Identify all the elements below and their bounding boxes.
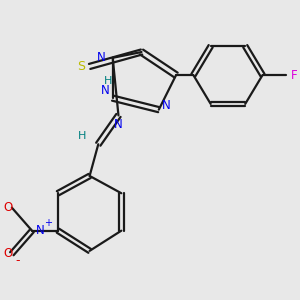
Text: N: N xyxy=(162,99,170,112)
Text: H: H xyxy=(78,130,87,141)
Text: H: H xyxy=(104,76,112,86)
Text: N: N xyxy=(114,118,123,130)
Text: O: O xyxy=(3,201,12,214)
Text: S: S xyxy=(77,60,85,73)
Text: N: N xyxy=(101,84,110,98)
Text: N: N xyxy=(36,224,45,237)
Text: O: O xyxy=(3,247,12,260)
Text: -: - xyxy=(15,254,20,267)
Text: F: F xyxy=(291,69,298,82)
Text: N: N xyxy=(97,51,106,64)
Text: +: + xyxy=(44,218,52,229)
